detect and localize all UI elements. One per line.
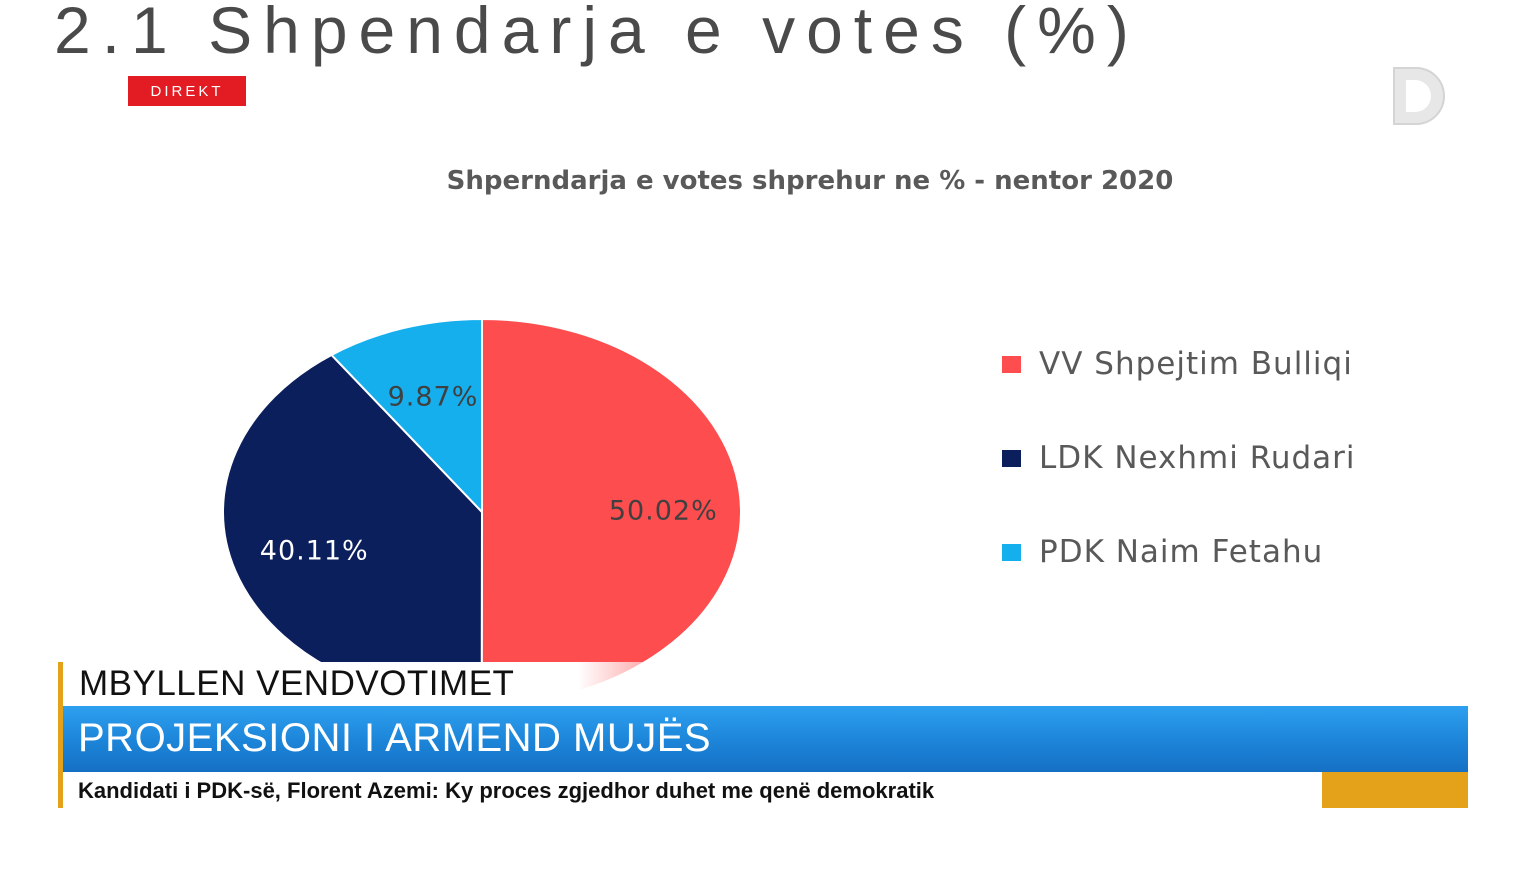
live-badge: DIREKT	[128, 76, 246, 106]
legend-item-pdk: PDK Naim Fetahu	[1002, 534, 1323, 570]
ticker-sub-text: Kandidati i PDK-së, Florent Azemi: Ky pr…	[78, 778, 935, 803]
legend-swatch-vv	[1002, 355, 1021, 373]
ticker-top-bar: MBYLLEN VENDVOTIMET	[58, 662, 723, 706]
ticker-main-bar: PROJEKSIONI I ARMEND MUJËS	[58, 706, 1468, 772]
legend-label-vv: VV Shpejtim Bulliqi	[1039, 346, 1353, 382]
ticker-sub-bar: Kandidati i PDK-së, Florent Azemi: Ky pr…	[58, 772, 1468, 808]
legend-label-pdk: PDK Naim Fetahu	[1039, 534, 1324, 570]
legend-label-ldk: LDK Nexhmi Rudari	[1039, 440, 1356, 476]
data-label-vv: 50.02%	[609, 496, 718, 527]
pie-slice-pdk	[329, 317, 483, 515]
data-label-ldk: 40.11%	[260, 535, 369, 566]
channel-logo: D	[1393, 67, 1445, 125]
legend-item-vv: VV Shpejtim Bulliqi	[1002, 346, 1353, 382]
data-label-pdk: 9.87%	[388, 382, 479, 413]
legend-item-ldk: LDK Nexhmi Rudari	[1002, 440, 1356, 476]
legend-swatch-pdk	[1002, 543, 1021, 561]
ticker-top-text: MBYLLEN VENDVOTIMET	[79, 664, 515, 703]
chart-title: Shperndarja e votes shprehur ne % - nent…	[446, 166, 1174, 196]
legend-swatch-ldk	[1002, 449, 1021, 467]
ticker-accent-block	[1322, 772, 1468, 808]
ticker-main-text: PROJEKSIONI I ARMEND MUJËS	[78, 716, 712, 760]
slide-title: 2.1 Shpendarja e votes (%)	[54, 0, 1140, 67]
